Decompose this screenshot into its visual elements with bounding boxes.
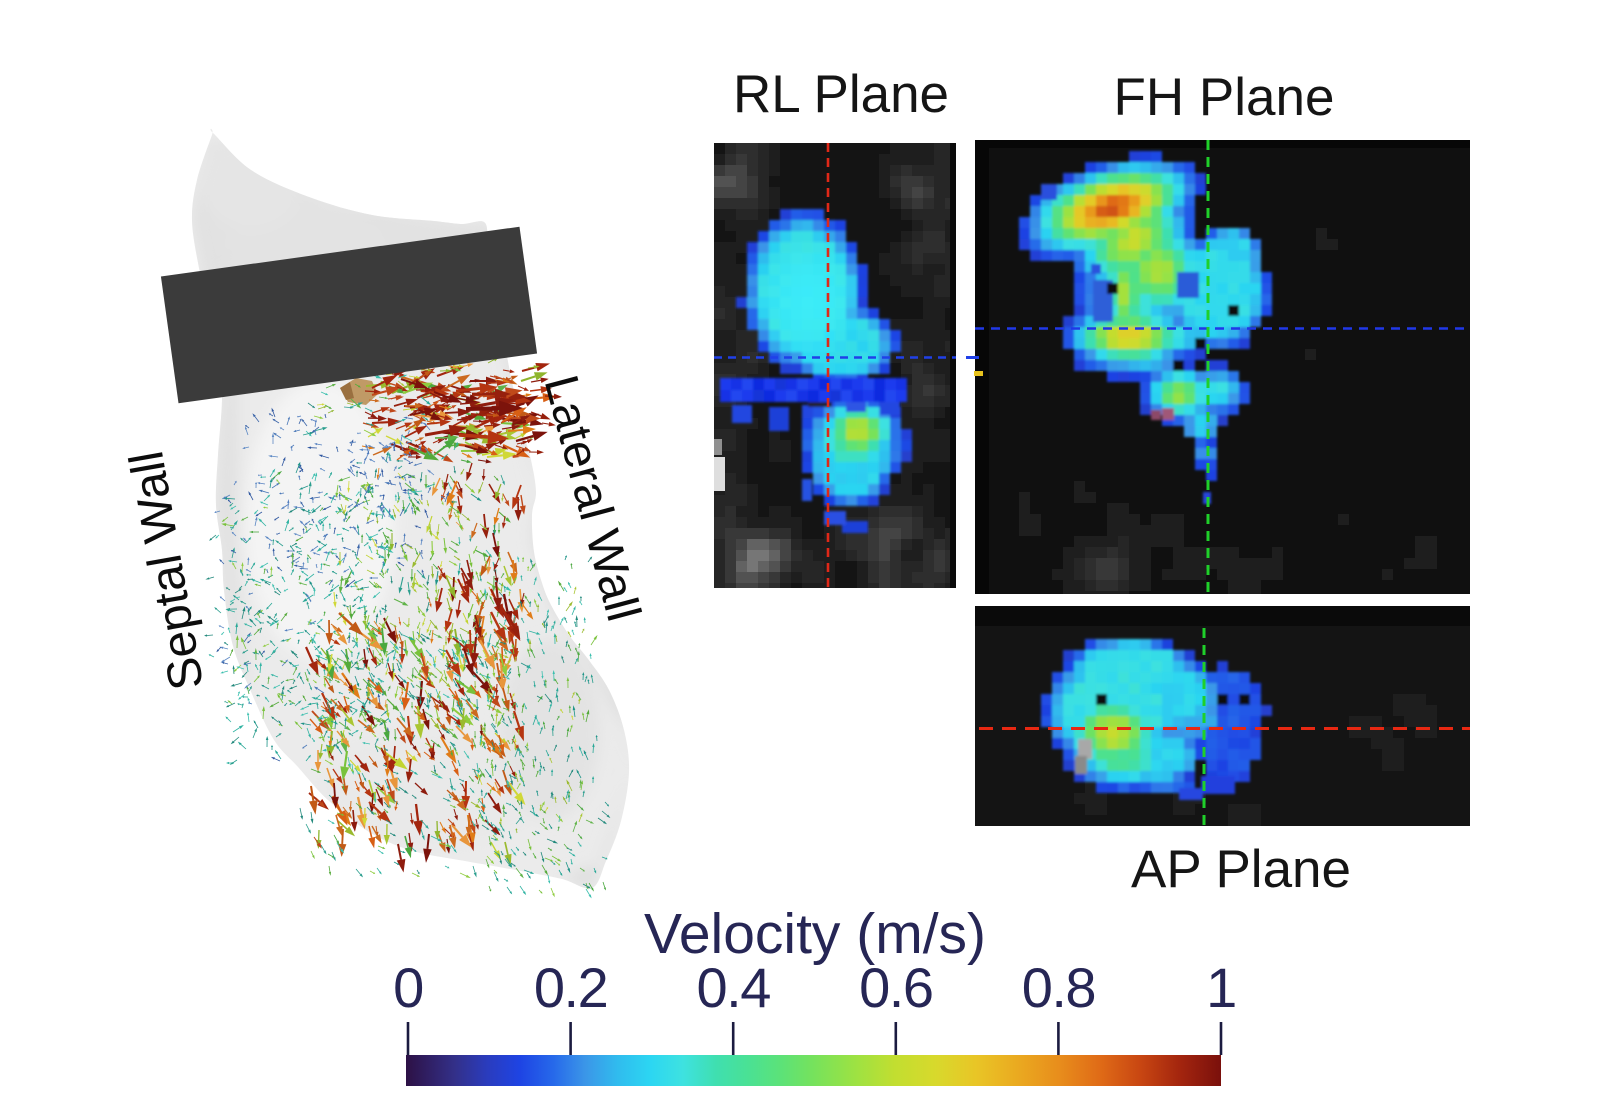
svg-text:0.6: 0.6	[859, 956, 932, 1019]
svg-text:Velocity (m/s): Velocity (m/s)	[644, 902, 986, 966]
svg-text:0: 0	[393, 956, 423, 1019]
svg-text:1: 1	[1206, 956, 1236, 1019]
svg-text:0.2: 0.2	[534, 956, 607, 1019]
svg-text:AP Plane: AP Plane	[1131, 840, 1351, 899]
svg-text:RL Plane: RL Plane	[733, 65, 949, 124]
svg-text:FH Plane: FH Plane	[1114, 68, 1335, 127]
svg-text:0.8: 0.8	[1022, 956, 1095, 1019]
svg-text:0.4: 0.4	[697, 956, 771, 1019]
